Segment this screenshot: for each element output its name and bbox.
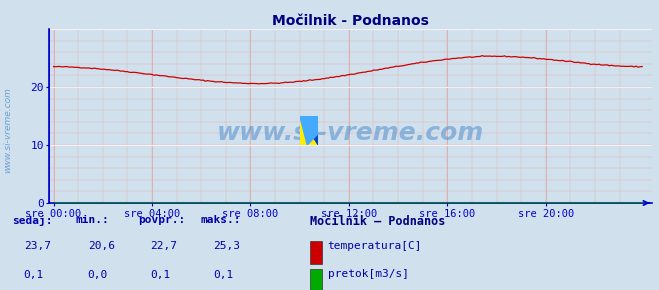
Text: 25,3: 25,3 xyxy=(213,241,240,251)
Text: povpr.:: povpr.: xyxy=(138,215,186,225)
Text: 20,6: 20,6 xyxy=(88,241,115,251)
FancyBboxPatch shape xyxy=(310,241,322,264)
Text: 0,1: 0,1 xyxy=(150,270,171,280)
Text: temperatura[C]: temperatura[C] xyxy=(328,241,422,251)
Title: Močilnik - Podnanos: Močilnik - Podnanos xyxy=(272,14,430,28)
Text: 0,0: 0,0 xyxy=(88,270,108,280)
FancyBboxPatch shape xyxy=(310,269,322,290)
Text: pretok[m3/s]: pretok[m3/s] xyxy=(328,269,409,279)
Text: min.:: min.: xyxy=(76,215,109,225)
Polygon shape xyxy=(300,116,318,145)
Text: 23,7: 23,7 xyxy=(24,241,51,251)
Polygon shape xyxy=(300,116,318,145)
Text: 0,1: 0,1 xyxy=(213,270,233,280)
Text: sedaj:: sedaj: xyxy=(12,215,52,226)
Text: 0,1: 0,1 xyxy=(24,270,44,280)
Text: Močilnik – Podnanos: Močilnik – Podnanos xyxy=(310,215,445,228)
Text: www.si-vreme.com: www.si-vreme.com xyxy=(3,88,13,173)
Text: www.si-vreme.com: www.si-vreme.com xyxy=(217,122,484,145)
Text: maks.:: maks.: xyxy=(201,215,241,225)
Text: 22,7: 22,7 xyxy=(150,241,177,251)
